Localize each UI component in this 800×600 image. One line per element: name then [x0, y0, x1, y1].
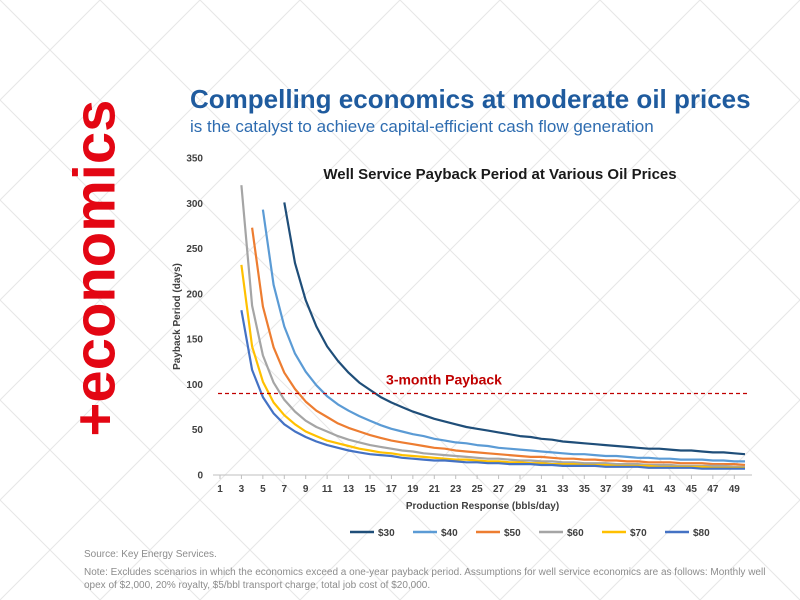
series-line-usd30 [283, 202, 746, 456]
series-line-usd60 [240, 185, 745, 468]
lattice-line [199, 0, 800, 600]
lattice-line [99, 0, 701, 600]
x-tick-label: 17 [386, 484, 398, 495]
y-tick-label: 150 [186, 335, 203, 346]
x-tick-label: 23 [450, 484, 462, 495]
y-tick-label: 100 [186, 380, 203, 391]
x-tick-label: 29 [514, 484, 526, 495]
y-tick-label: 0 [197, 471, 203, 482]
x-axis-label: Production Response (bbls/day) [406, 501, 559, 512]
lattice-line [299, 99, 800, 600]
y-tick-label: 50 [192, 425, 204, 436]
x-tick-label: 41 [643, 484, 655, 495]
x-tick-label: 37 [600, 484, 612, 495]
lattice-line [499, 299, 800, 600]
footnote: Note: Excludes scenarios in which the ec… [84, 567, 766, 591]
legend-label: $30 [378, 528, 395, 539]
lattice-line [0, 0, 301, 301]
x-tick-label: 49 [729, 484, 741, 495]
series-line-usd70 [240, 264, 745, 469]
x-tick-label: 5 [260, 484, 266, 495]
x-tick-label: 27 [493, 484, 505, 495]
x-tick-label: 7 [282, 484, 288, 495]
x-tick-label: 11 [322, 484, 333, 495]
y-tick-label: 350 [186, 154, 203, 165]
legend-label: $50 [504, 528, 521, 539]
legend-label: $60 [567, 528, 584, 539]
x-tick-label: 15 [364, 484, 376, 495]
x-tick-label: 31 [536, 484, 548, 495]
x-tick-label: 9 [303, 484, 309, 495]
chart-title: Well Service Payback Period at Various O… [323, 166, 676, 183]
lattice-line [599, 399, 800, 600]
x-tick-label: 1 [217, 484, 223, 495]
slide-headline: Compelling economics at moderate oil pri… [190, 84, 751, 114]
lattice-line [0, 0, 401, 401]
x-tick-label: 3 [239, 484, 245, 495]
x-tick-label: 33 [557, 484, 569, 495]
y-tick-label: 250 [186, 244, 203, 255]
source-note: Source: Key Energy Services. [84, 549, 217, 560]
y-tick-label: 300 [186, 199, 203, 210]
slide-subheadline: is the catalyst to achieve capital-effic… [190, 117, 654, 136]
lattice-line [0, 0, 201, 201]
x-tick-label: 21 [429, 484, 441, 495]
x-tick-label: 35 [579, 484, 591, 495]
x-tick-label: 39 [622, 484, 634, 495]
x-tick-label: 45 [686, 484, 698, 495]
x-tick-label: 47 [707, 484, 719, 495]
x-tick-label: 25 [472, 484, 484, 495]
x-tick-label: 13 [343, 484, 355, 495]
x-tick-label: 43 [664, 484, 676, 495]
lattice-line [399, 199, 800, 600]
y-axis-label: Payback Period (days) [172, 263, 183, 370]
y-tick-label: 200 [186, 289, 203, 300]
lattice-line [0, 0, 501, 501]
legend-label: $40 [441, 528, 458, 539]
legend-label: $70 [630, 528, 647, 539]
lattice-line [0, 0, 601, 600]
series-line-usd80 [240, 310, 745, 470]
legend-label: $80 [693, 528, 710, 539]
series-line-usd40 [261, 209, 745, 463]
series-line-usd50 [251, 227, 746, 467]
threshold-label: 3-month Payback [386, 371, 502, 387]
x-tick-label: 19 [407, 484, 419, 495]
